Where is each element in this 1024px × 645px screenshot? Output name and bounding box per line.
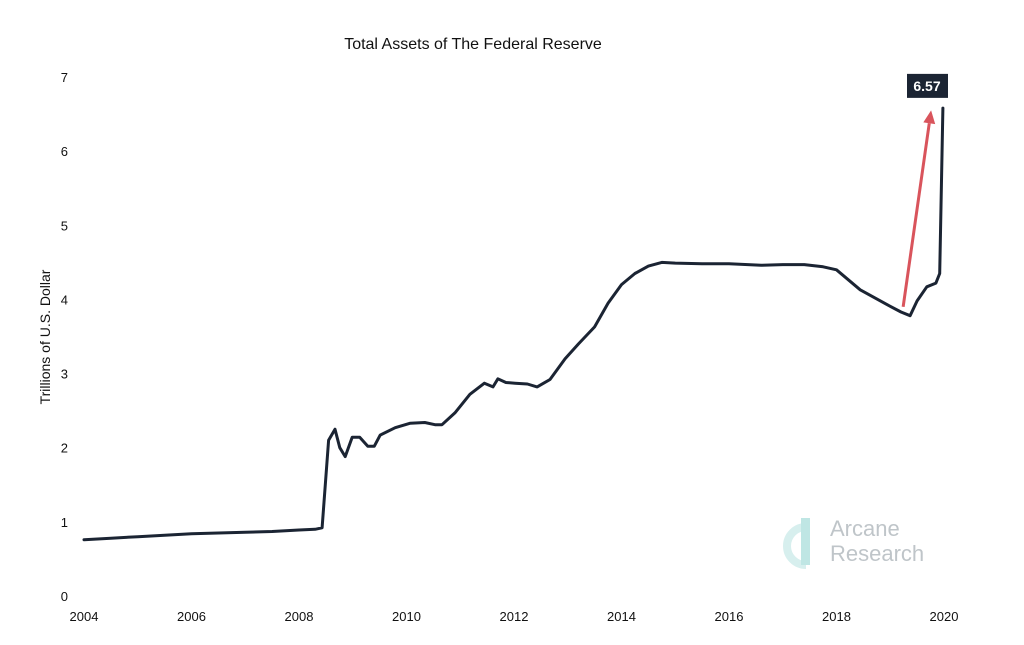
annotation-arrow xyxy=(901,123,931,308)
y-axis-label: Trillions of U.S. Dollar xyxy=(37,269,53,404)
logo-text-line1: Arcane xyxy=(830,516,900,541)
x-tick-label: 2020 xyxy=(930,609,959,624)
logo-text-line2: Research xyxy=(830,541,924,566)
y-tick-label: 0 xyxy=(61,589,68,604)
watermark-logo: Arcane Research xyxy=(783,516,924,569)
x-tick-label: 2006 xyxy=(177,609,206,624)
y-tick-label: 1 xyxy=(61,515,68,530)
series-line xyxy=(82,106,945,542)
x-tick-label: 2012 xyxy=(500,609,529,624)
x-tick-label: 2004 xyxy=(70,609,99,624)
y-tick-label: 4 xyxy=(61,292,68,307)
x-tick-label: 2016 xyxy=(715,609,744,624)
y-tick-label: 3 xyxy=(61,367,68,382)
logo-mark-stem xyxy=(801,518,810,565)
value-label-box xyxy=(907,73,948,98)
x-tick-label: 2010 xyxy=(392,609,421,624)
y-tick-label: 7 xyxy=(61,70,68,85)
y-tick-label: 6 xyxy=(61,144,68,159)
arrow-head-icon xyxy=(923,110,936,125)
y-tick-label: 2 xyxy=(61,441,68,456)
x-tick-label: 2018 xyxy=(822,609,851,624)
chart-title: Total Assets of The Federal Reserve xyxy=(344,36,602,53)
logo-mark-icon xyxy=(783,523,807,569)
x-tick-label: 2008 xyxy=(285,609,314,624)
y-tick-label: 5 xyxy=(61,218,68,233)
x-tick-label: 2014 xyxy=(607,609,636,624)
value-label: 6.57 xyxy=(913,78,940,94)
